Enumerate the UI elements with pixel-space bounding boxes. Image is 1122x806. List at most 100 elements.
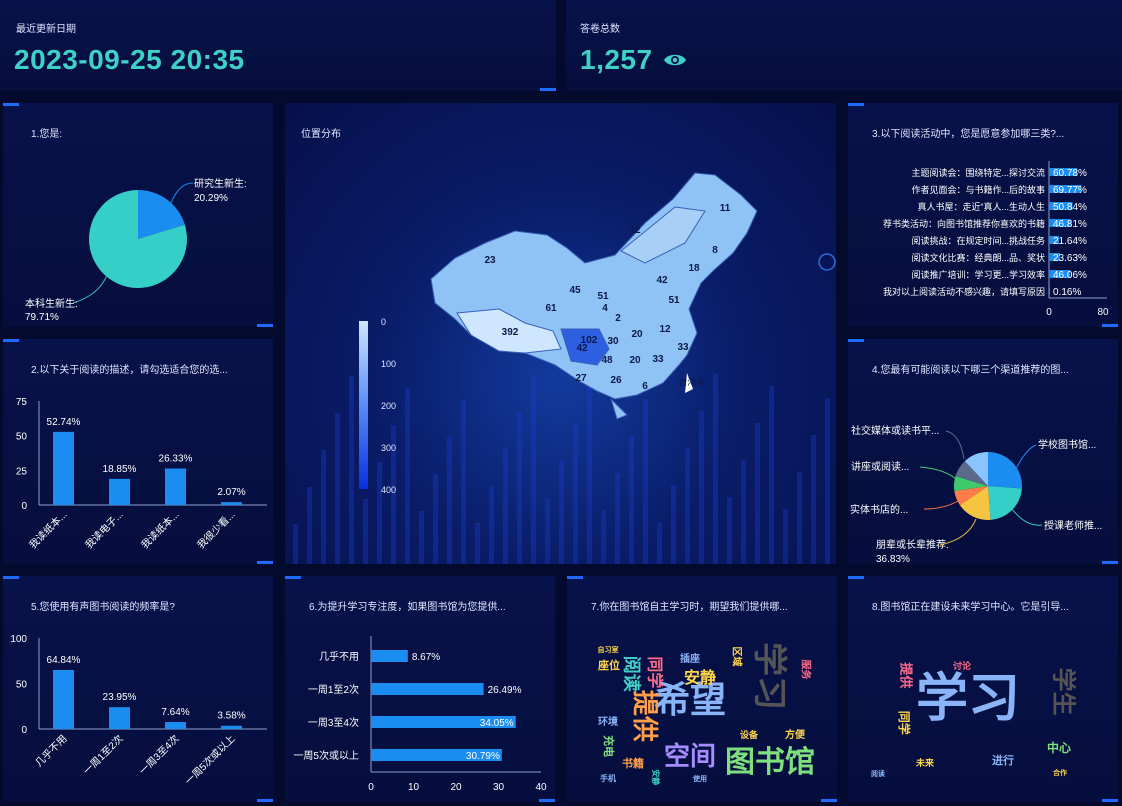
q3-bar-chart: 主题阅读会：围绕特定...探讨交流 60.78% 作者见面会：与书籍作...后的故事…	[883, 161, 1109, 318]
bg-column	[489, 486, 494, 564]
cloud-word: 未来	[915, 757, 935, 768]
map-value: 8	[712, 245, 718, 256]
map-panel: 位置分布 0 100 200 300 400 11 12 8 23 18 42 51 45 51 4 61 2 3…	[285, 103, 836, 564]
bg-column	[629, 436, 634, 564]
bar-value: 46.06%	[1053, 270, 1087, 281]
x-tick: 一周5次或以上	[182, 732, 238, 788]
bg-column	[363, 499, 368, 564]
x-tick: 我读电子...	[82, 508, 125, 551]
cloud-word: 同学	[897, 711, 912, 735]
category-label: 主题阅读会：围绕特定...探讨交流	[911, 167, 1045, 178]
q2-panel: 2.以下关于阅读的描述，请勾选适合您的选... 75 50 25 0 52.74% 我读纸…	[3, 339, 273, 564]
bar-value: 30.79%	[466, 751, 500, 762]
pie-slice	[138, 190, 185, 239]
category-label: 几乎不用	[319, 651, 359, 663]
cloud-word: 同学	[645, 656, 664, 688]
q3-title: 3.以下阅读活动中，您是愿意参加哪三类?...	[872, 129, 1065, 140]
category-label: 我对以上阅读活动不感兴趣，请填写原因	[883, 286, 1045, 297]
cloud-word: 进行	[992, 753, 1014, 767]
leader-line	[1015, 444, 1037, 470]
slice-label: 讲座或阅读...	[851, 460, 909, 473]
cloud-word: 阅读	[871, 769, 885, 778]
legend-label: 100	[381, 359, 396, 369]
cloud-word: 服务	[800, 660, 813, 681]
update-panel: 最近更新日期 2023-09-25 20:35	[0, 0, 556, 91]
pie-slice	[988, 486, 1022, 520]
x-tick: 80	[1097, 307, 1109, 318]
bg-column	[531, 375, 536, 564]
total-panel: 答卷总数 1,257	[566, 0, 1122, 91]
bg-column	[685, 448, 690, 564]
y-tick: 100	[10, 634, 27, 645]
legend-label: 300	[381, 443, 396, 453]
leader-line	[939, 518, 977, 546]
q6-panel: 6.为提升学习专注度，如果图书馆为您提供... 几乎不用 8.67% 一周1至2次 2…	[285, 576, 555, 802]
bg-column	[727, 497, 732, 564]
deco-ring	[818, 253, 836, 271]
bar-value: 26.33%	[159, 453, 193, 464]
total-value: 1,257	[580, 44, 687, 76]
q8-title: 8.图书馆正在建设未来学习中心。它是引导...	[872, 602, 1069, 613]
map-value: 48	[601, 355, 613, 366]
bg-column	[825, 398, 830, 564]
category-label: 一周3至4次	[308, 716, 359, 729]
cloud-word: 学习	[916, 670, 1020, 728]
pie-slice	[959, 486, 991, 520]
bg-column	[587, 387, 592, 564]
q5-panel: 5.您使用有声图书阅读的频率是? 100 50 0 64.84% 几乎不用 23.95% 一…	[3, 576, 273, 802]
q4-panel: 4.您最有可能阅读以下哪三个渠道推荐的图... 学校图书馆... 授课老师推...…	[848, 339, 1118, 564]
map-value: 6	[642, 381, 648, 392]
slice-label: 学校图书馆...	[1038, 438, 1096, 451]
legend-label: 0	[381, 317, 386, 327]
map-value: 102	[581, 335, 598, 346]
bg-column	[657, 522, 662, 564]
bg-column	[601, 510, 606, 564]
bg-column	[475, 523, 480, 564]
bg-column	[461, 400, 466, 564]
bar	[1049, 202, 1073, 210]
total-label: 答卷总数	[580, 24, 620, 35]
map-value: 12	[659, 324, 671, 335]
eye-icon	[663, 54, 686, 66]
map-value: 42	[656, 275, 668, 286]
x-tick: 一周1至2次	[80, 732, 125, 777]
x-tick: 一周3至4次	[136, 732, 181, 777]
bg-column	[811, 435, 816, 564]
map-value: 27	[575, 373, 587, 384]
bar-value: 18.85%	[103, 464, 137, 475]
legend-label: 400	[381, 485, 396, 495]
category-label: 真人书屋：走近“真人...生动人生	[918, 201, 1046, 212]
q6-title: 6.为提升学习专注度，如果图书馆为您提供...	[309, 602, 506, 613]
bar	[1049, 236, 1060, 244]
cloud-word: 提供	[630, 690, 660, 742]
bar-value: 3.58%	[217, 711, 245, 722]
map-value: 12	[629, 225, 641, 236]
bg-column	[545, 498, 550, 564]
map-value: 51	[597, 291, 609, 302]
q7-panel: 7.你在图书馆自主学习时，期望我们提供哪... 希望 图书馆 空间 提供 学习 阅读 安静同…	[567, 576, 837, 802]
q4-title: 4.您最有可能阅读以下哪三个渠道推荐的图...	[872, 365, 1069, 376]
pie-slice	[988, 452, 1022, 489]
bar	[1049, 185, 1082, 193]
bar	[371, 716, 516, 728]
bg-column	[447, 437, 452, 564]
slice-label: 社交媒体或读书平...	[851, 424, 939, 437]
bar	[1049, 270, 1071, 278]
bar-value: 60.78%	[1053, 168, 1087, 179]
bar	[1049, 219, 1071, 227]
q7-title: 7.你在图书馆自主学习时，期望我们提供哪...	[591, 602, 788, 613]
cloud-word: 充电	[602, 735, 616, 757]
bar	[371, 749, 502, 761]
bg-column	[573, 424, 578, 564]
cloud-word: 自习室	[598, 645, 619, 654]
bg-column	[335, 413, 340, 564]
map-value: 23	[484, 255, 496, 266]
leader-line	[170, 182, 194, 204]
bar	[109, 478, 130, 505]
bar-value: 69.77%	[1053, 185, 1087, 196]
y-tick: 0	[21, 501, 27, 512]
slice-label: 实体书店的...	[850, 503, 908, 516]
total-count: 1,257	[580, 44, 653, 75]
slice-label: 授课老师推...	[1044, 519, 1102, 532]
leader-line	[945, 430, 965, 460]
